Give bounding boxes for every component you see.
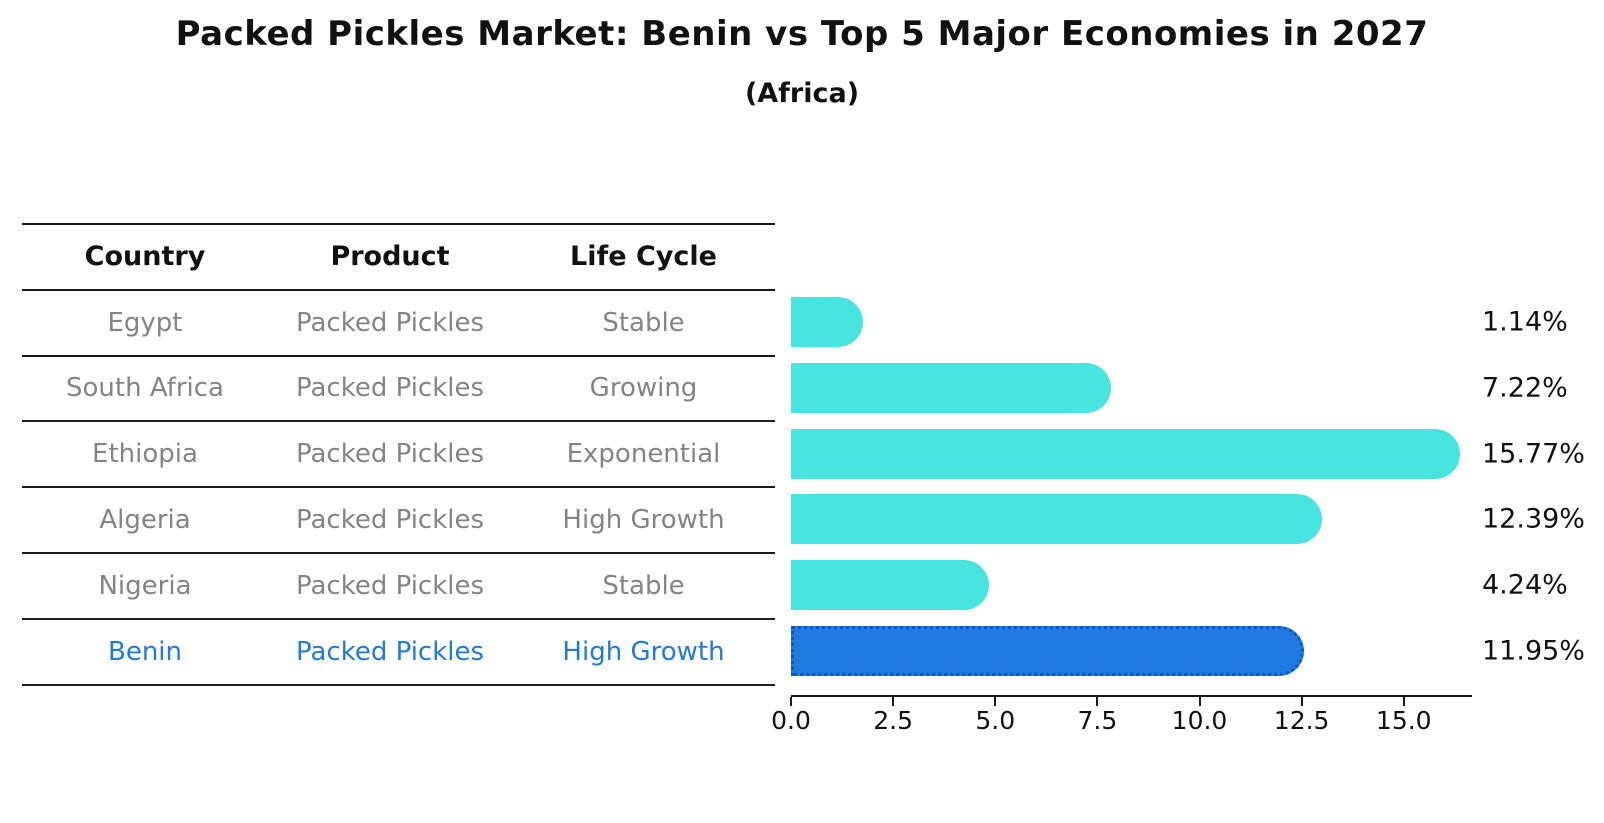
bar-value-label-egypt: 1.14% [1482, 306, 1568, 338]
bar-value-label-south-africa: 7.22% [1482, 372, 1568, 404]
x-axis-tick-label-5.0: 5.0 [975, 706, 1016, 735]
x-axis-tick-label-15.0: 15.0 [1375, 706, 1432, 735]
cell-country: Benin [107, 636, 182, 667]
bar-value-label-algeria: 12.39% [1482, 503, 1585, 535]
cell-life-cycle: Exponential [566, 439, 721, 470]
x-axis-line [791, 695, 1472, 697]
table-header-row: Country Product Life Cycle [22, 223, 775, 289]
column-header-product: Product [330, 241, 450, 273]
cell-life-cycle: High Growth [562, 636, 725, 667]
cell-life-cycle: High Growth [562, 505, 725, 536]
comparison-table: Country Product Life Cycle Egypt Packed Pick… [22, 223, 775, 686]
x-axis-tick-12.5 [1300, 697, 1303, 706]
cell-country: South Africa [66, 373, 224, 404]
column-header-life-cycle: Life Cycle [570, 241, 717, 273]
bar-egypt [791, 297, 863, 347]
x-axis-tick-7.5 [1096, 697, 1099, 706]
bar-nigeria [791, 560, 990, 611]
column-header-country: Country [84, 241, 206, 273]
x-axis-tick-0.0 [790, 697, 792, 706]
cell-product: Packed Pickles [295, 505, 485, 536]
bar-value-label-ethiopia: 15.77% [1482, 438, 1585, 470]
bar-algeria [791, 494, 1323, 545]
cell-country: Egypt [107, 307, 183, 338]
x-axis-tick-15.0 [1402, 697, 1405, 706]
bar-ethiopia [791, 428, 1461, 479]
x-axis-tick-label-0.0: 0.0 [771, 706, 811, 735]
x-axis-tick-5.0 [994, 697, 997, 706]
table-row-nigeria: Nigeria Packed Pickles Stable [22, 551, 775, 618]
cell-product: Packed Pickles [295, 373, 485, 404]
x-axis-tick-label-10.0: 10.0 [1171, 706, 1228, 735]
table-row-benin: Benin Packed Pickles High Growth [22, 617, 775, 686]
x-axis-tick-label-2.5: 2.5 [873, 706, 914, 735]
x-axis-tick-label-12.5: 12.5 [1273, 706, 1330, 735]
cell-product: Packed Pickles [295, 636, 485, 667]
cell-life-cycle: Stable [602, 570, 685, 601]
bar-value-label-nigeria: 4.24% [1482, 569, 1568, 601]
cell-life-cycle: Growing [589, 373, 698, 404]
chart-subtitle: (Africa) [744, 78, 860, 109]
bar-benin [791, 626, 1305, 676]
cell-product: Packed Pickles [295, 307, 485, 338]
x-axis-tick-10.0 [1198, 697, 1201, 706]
cell-country: Nigeria [98, 570, 192, 601]
bar-south-africa [791, 362, 1111, 413]
cell-country: Ethiopia [92, 439, 198, 470]
cell-life-cycle: Stable [602, 307, 685, 338]
bar-value-label-benin: 11.95% [1482, 635, 1585, 667]
table-row-south-africa: South Africa Packed Pickles Growing [22, 354, 775, 421]
table-row-ethiopia: Ethiopia Packed Pickles Exponential [22, 420, 775, 486]
cell-product: Packed Pickles [295, 570, 485, 601]
x-axis-tick-label-7.5: 7.5 [1077, 706, 1118, 735]
x-axis-tick-2.5 [892, 697, 895, 706]
chart-title: Packed Pickles Market: Benin vs Top 5 Ma… [175, 14, 1429, 54]
table-row-algeria: Algeria Packed Pickles High Growth [22, 486, 775, 552]
cell-country: Algeria [99, 505, 191, 536]
cell-product: Packed Pickles [295, 439, 485, 470]
table-row-egypt: Egypt Packed Pickles Stable [22, 288, 775, 355]
